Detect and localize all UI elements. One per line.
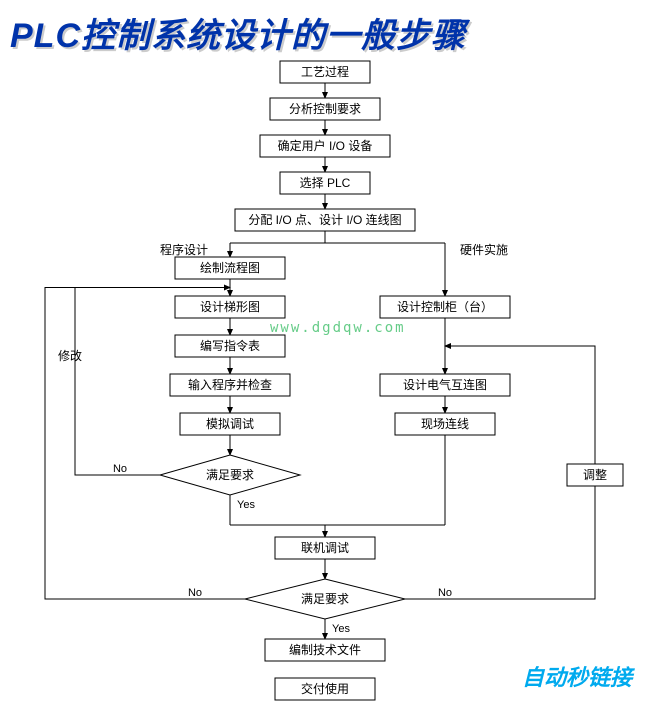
node-label-n5: 分配 I/O 点、设计 I/O 连线图 (248, 212, 401, 227)
node-label-n2: 分析控制要求 (289, 102, 361, 116)
node-label-r1: 设计控制柜（台） (397, 299, 493, 314)
node-label-m2: 编制技术文件 (289, 642, 361, 657)
node-label-l5: 模拟调试 (206, 416, 254, 431)
node-label-n3: 确定用户 I/O 设备 (278, 138, 373, 153)
node-label-n1: 工艺过程 (301, 64, 349, 79)
node-label-n4: 选择 PLC (300, 176, 351, 190)
d1-no: No (113, 463, 127, 475)
node-label-d1: 满足要求 (206, 468, 254, 482)
node-label-l4: 输入程序并检查 (188, 377, 272, 392)
edge (405, 486, 595, 599)
node-label-d2: 满足要求 (301, 592, 349, 606)
node-label-l3: 编写指令表 (200, 338, 260, 353)
node-label-m1: 联机调试 (301, 540, 349, 555)
node-label-m3: 交付使用 (301, 681, 349, 696)
d1-yes: Yes (237, 499, 255, 511)
flowchart-nodes: 工艺过程分析控制要求确定用户 I/O 设备选择 PLC 分配 I/O 点、设计 I… (160, 61, 623, 700)
label-modify: 修改 (58, 348, 82, 363)
branch-left: 程序设计 (160, 242, 208, 257)
branch-right: 硬件实施 (460, 242, 508, 257)
d2-no-r: No (438, 587, 452, 599)
d2-no-l: No (188, 587, 202, 599)
edge (445, 346, 595, 464)
node-label-l1: 绘制流程图 (200, 260, 260, 275)
node-label-r2: 设计电气互连图 (403, 377, 487, 392)
node-label-l2: 设计梯形图 (200, 300, 260, 314)
node-label-adjust: 调整 (583, 467, 607, 482)
node-label-r3: 现场连线 (421, 416, 469, 431)
flowchart-svg: 工艺过程分析控制要求确定用户 I/O 设备选择 PLC 分配 I/O 点、设计 I… (0, 0, 650, 704)
d2-yes: Yes (332, 623, 350, 635)
